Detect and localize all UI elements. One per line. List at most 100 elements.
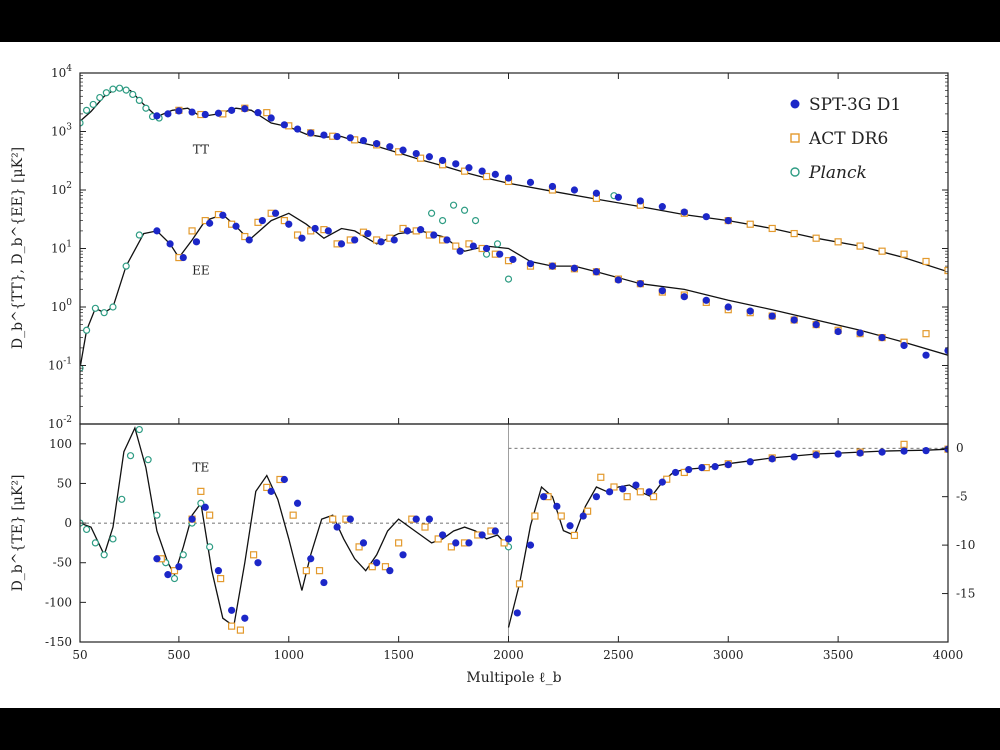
spt-3g-d1-ee-point	[324, 227, 332, 235]
planck-ee-point	[438, 216, 447, 225]
spt-3g-d1-ee-point	[153, 227, 161, 235]
spt-3g-d1-te-right-scale--point	[900, 447, 908, 455]
spt-3g-d1-ee-point	[311, 224, 319, 233]
act-dr6-te-point	[263, 483, 271, 492]
act-dr6-te-point	[217, 574, 225, 583]
act-dr6-tt-point	[768, 224, 776, 233]
act-dr6-te-point	[250, 551, 258, 559]
x-tick-label: 1500	[383, 648, 414, 662]
spt-3g-d1-tt-point	[438, 156, 447, 165]
y-tick-label-top: 101	[51, 240, 72, 256]
tick-base: 10	[51, 125, 66, 139]
act-dr6-te-right-scale--point	[531, 512, 539, 520]
spt-3g-d1-ee-point	[548, 262, 557, 270]
act-dr6-tt-point	[834, 238, 842, 246]
spt-3g-d1-tt-point	[293, 125, 302, 133]
spt-3g-d1-te-point	[293, 499, 302, 507]
act-dr6-ee-point	[452, 242, 460, 250]
spt-3g-d1-te-point	[386, 567, 394, 575]
spt-3g-d1-ee-point	[417, 226, 425, 234]
y-tick-label-bottom-left: -100	[45, 595, 72, 609]
spt-3g-d1-ee-point	[390, 236, 398, 244]
act-dr6-te-point	[368, 563, 376, 571]
spt-3g-d1-tt-point	[386, 143, 394, 151]
act-dr6-tt-point	[482, 172, 491, 181]
spt-3g-d1-te-point	[175, 563, 183, 571]
spt-3g-d1-te-right-scale--point	[579, 512, 587, 520]
spt-3g-d1-tt-point	[658, 203, 666, 211]
spt-3g-d1-ee-point	[878, 333, 886, 342]
planck-tt-point	[82, 106, 91, 114]
spt-3g-d1-tt-point	[214, 109, 223, 117]
spt-3g-d1-ee-point	[443, 236, 451, 244]
spt-3g-d1-te-point	[201, 503, 209, 511]
y-axis-label-top: D_b^{TT}, D_b^{EE} [μK²]	[10, 147, 26, 349]
spt-3g-d1-te-point	[412, 515, 420, 523]
planck-ee-point	[460, 206, 469, 214]
spt-3g-d1-te-right-scale--point	[553, 502, 561, 510]
planck-ee-point	[91, 304, 99, 312]
spt-3g-d1-tt-point	[399, 146, 407, 154]
spt-3g-d1-te-point	[188, 515, 196, 523]
axes	[79, 72, 949, 643]
act-dr6-tt-point	[900, 250, 908, 258]
spt-3g-d1-ee-point	[298, 234, 306, 242]
spt-3g-d1-te-point	[478, 531, 486, 539]
spt-3g-d1-ee-point	[456, 247, 464, 255]
act-dr6-ee-point	[922, 330, 930, 338]
spt-3g-d1-tt-point	[702, 213, 710, 221]
tick-exponent: -1	[63, 357, 72, 367]
spt-3g-d1-ee-point	[232, 222, 240, 230]
spt-3g-d1-tt-point	[359, 136, 368, 145]
spt-3g-d1-te-point	[504, 535, 513, 543]
spt-3g-d1-te-right-scale--point	[658, 478, 666, 486]
planck-ee-point	[135, 231, 143, 239]
act-dr6-te-point	[289, 511, 297, 519]
spt-3g-d1-te-right-scale--point	[878, 448, 886, 456]
spt-3g-d1-tt-point	[724, 216, 732, 225]
spt-3g-d1-te-right-scale--point	[724, 461, 732, 469]
spt-3g-d1-ee-point	[636, 280, 644, 288]
spt-3g-d1-tt-point	[241, 105, 249, 113]
tick-base: 10	[48, 359, 63, 373]
spt-3g-d1-tt-point	[548, 182, 557, 191]
planck-ee-point	[122, 262, 130, 270]
y-tick-label-top: 104	[51, 64, 72, 80]
act-dr6-te-point	[315, 567, 324, 575]
act-dr6-te-right-scale--point	[597, 473, 605, 481]
spt-3g-d1-ee-point	[922, 351, 930, 359]
y-tick-label-top: 10-2	[48, 415, 72, 431]
tick-exponent: 1	[66, 240, 72, 250]
spt-3g-d1-te-point	[438, 531, 447, 539]
y-tick-label-bottom-right: -15	[956, 587, 975, 601]
spt-3g-d1-ee-point	[403, 227, 412, 235]
spt-3g-d1-ee-point	[614, 276, 622, 284]
spt-3g-d1-tt-point	[478, 167, 486, 175]
spt-3g-d1-ee-point	[658, 287, 666, 295]
act-dr6-ee-point	[280, 216, 288, 225]
act-dr6-te-point	[355, 543, 363, 551]
spt-3g-d1-tt-point	[228, 106, 236, 114]
spt-3g-d1-te-point	[346, 515, 354, 523]
planck-tt-point	[109, 85, 117, 93]
planck-te-point	[153, 511, 161, 519]
spt-3g-d1-te-right-scale--point	[812, 451, 820, 459]
planck-ee-point	[471, 216, 480, 225]
spt-3g-d1-te-right-scale--point	[711, 463, 719, 471]
spt-3g-d1-tt-point	[680, 208, 688, 216]
planck-tt-point	[122, 86, 130, 94]
tick-exponent: 0	[66, 298, 72, 308]
act-dr6-te-point	[228, 622, 236, 630]
planck-te-point	[135, 425, 143, 434]
spt-3g-d1-ee-point	[469, 242, 477, 250]
spt-3g-d1-te-point	[465, 539, 473, 547]
spt-3g-d1-tt-point	[267, 114, 275, 122]
act-dr6-te-point	[381, 563, 390, 571]
act-dr6-te-point	[395, 539, 403, 547]
spt-3g-d1-te-right-scale--point	[790, 453, 798, 461]
annotation-tt: TT	[193, 143, 209, 157]
planck-tt-point	[135, 96, 143, 105]
x-tick-label: 50	[72, 648, 87, 662]
spt-3g-d1-te-point	[373, 559, 381, 567]
act-dr6-tt-point	[944, 266, 948, 275]
